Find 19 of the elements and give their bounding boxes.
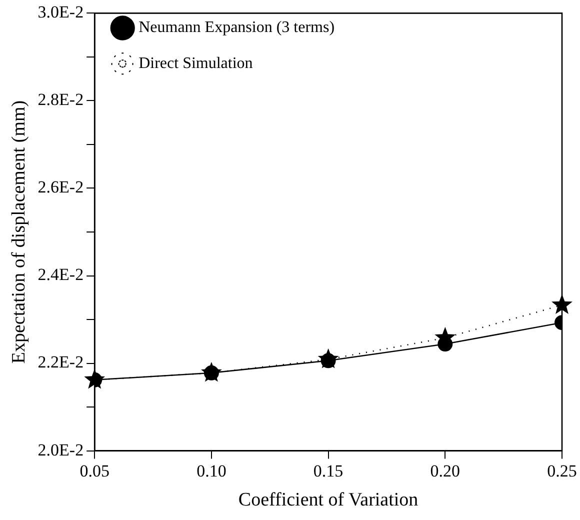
y-tick-label: 2.2E-2 bbox=[38, 352, 84, 372]
x-tick-label: 0.15 bbox=[313, 461, 344, 480]
x-tick-label: 0.05 bbox=[80, 461, 110, 480]
y-tick-label: 3.0E-2 bbox=[38, 2, 84, 22]
x-tick-label: 0.10 bbox=[196, 461, 226, 480]
y-tick-label: 2.4E-2 bbox=[38, 265, 84, 284]
y-tick-label: 2.6E-2 bbox=[38, 178, 84, 197]
y-tick-label: 2.8E-2 bbox=[38, 90, 84, 110]
legend-label: Direct Simulation bbox=[138, 55, 253, 72]
point bbox=[200, 362, 222, 382]
y-tick-label: 2.0E-2 bbox=[38, 440, 84, 460]
x-tick-label: 0.25 bbox=[547, 461, 577, 480]
x-axis-title: Coefficient of Variation bbox=[238, 490, 419, 511]
point bbox=[84, 368, 106, 389]
point bbox=[318, 348, 339, 368]
point bbox=[552, 294, 572, 314]
y-axis-title: Expectation of displacement (mm) bbox=[8, 100, 30, 364]
x-tick-label: 0.20 bbox=[430, 461, 460, 480]
legend-label: Neumann Expansion (3 terms) bbox=[138, 19, 335, 36]
